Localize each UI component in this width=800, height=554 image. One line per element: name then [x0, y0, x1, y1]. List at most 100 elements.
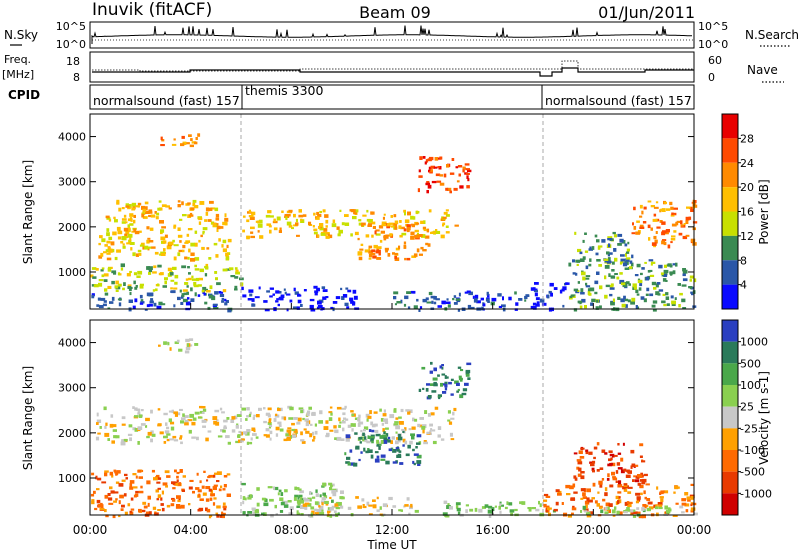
range-gate-cell	[204, 219, 208, 222]
range-gate-cell	[628, 486, 633, 489]
range-gate-cell	[647, 501, 653, 505]
range-gate-cell	[216, 480, 220, 483]
range-gate-cell	[393, 214, 397, 218]
range-gate-cell	[375, 433, 381, 437]
range-gate-cell	[156, 305, 162, 310]
range-gate-cell	[104, 292, 109, 296]
range-gate-cell	[572, 272, 576, 275]
range-gate-cell	[342, 412, 346, 416]
range-gate-cell	[384, 421, 389, 424]
range-gate-cell	[418, 175, 423, 178]
range-gate-cell	[402, 438, 406, 443]
range-gate-cell	[350, 462, 355, 466]
range-gate-cell	[221, 514, 225, 519]
range-gate-cell	[209, 200, 214, 204]
range-gate-cell	[418, 169, 421, 173]
range-gate-cell	[631, 232, 636, 235]
range-gate-cell	[370, 211, 373, 215]
range-gate-cell	[314, 423, 317, 427]
range-gate-cell	[559, 289, 563, 294]
range-gate-cell	[370, 252, 376, 256]
range-gate-cell	[201, 485, 205, 489]
range-gate-cell	[108, 219, 112, 222]
range-gate-cell	[274, 504, 277, 509]
range-gate-cell	[426, 301, 432, 304]
range-gate-cell	[636, 507, 640, 510]
range-gate-cell	[368, 513, 373, 516]
range-gate-cell	[588, 292, 592, 296]
range-gate-cell	[225, 252, 229, 257]
range-gate-cell	[124, 511, 128, 516]
range-gate-cell	[557, 493, 562, 496]
range-gate-cell	[599, 467, 604, 470]
range-gate-cell	[682, 268, 686, 272]
range-gate-cell	[249, 441, 253, 445]
range-gate-cell	[374, 230, 377, 235]
range-gate-cell	[223, 426, 227, 430]
range-gate-cell	[329, 514, 333, 518]
range-gate-cell	[637, 511, 641, 515]
range-gate-cell	[157, 264, 162, 268]
range-gate-cell	[682, 307, 687, 309]
colorbar-tick-label: 28	[740, 132, 754, 145]
range-gate-cell	[532, 302, 536, 306]
range-gate-cell	[617, 443, 620, 446]
range-gate-cell	[418, 308, 421, 312]
range-gate-cell	[146, 266, 150, 270]
range-gate-cell	[426, 383, 430, 386]
range-gate-cell	[215, 254, 219, 258]
range-gate-cell	[250, 231, 254, 234]
range-gate-cell	[657, 293, 661, 296]
y-tick-label: 4000	[58, 337, 86, 350]
range-gate-cell	[104, 425, 107, 429]
range-gate-cell	[410, 231, 415, 236]
range-gate-cell	[202, 492, 207, 496]
range-gate-cell	[476, 300, 481, 304]
range-gate-cell	[435, 298, 440, 301]
range-gate-cell	[141, 509, 146, 513]
range-gate-cell	[541, 302, 547, 306]
range-gate-cell	[113, 272, 117, 275]
range-gate-cell	[514, 508, 518, 512]
range-gate-cell	[130, 218, 133, 222]
range-gate-cell	[510, 512, 513, 516]
range-gate-cell	[584, 232, 587, 235]
range-gate-cell	[186, 233, 190, 237]
range-gate-cell	[193, 205, 199, 209]
range-gate-cell	[116, 470, 121, 474]
range-gate-cell	[170, 421, 175, 425]
range-gate-cell	[207, 476, 211, 479]
range-gate-cell	[615, 495, 619, 500]
range-gate-cell	[389, 414, 395, 419]
range-gate-cell	[603, 258, 609, 261]
range-gate-cell	[651, 281, 657, 286]
range-gate-cell	[173, 304, 176, 308]
range-gate-cell	[419, 424, 422, 428]
range-gate-cell	[379, 435, 385, 439]
range-gate-cell	[123, 282, 126, 286]
range-gate-cell	[181, 201, 184, 206]
range-gate-cell	[123, 439, 128, 442]
range-gate-cell	[188, 134, 192, 137]
range-gate-cell	[303, 428, 307, 431]
range-gate-cell	[363, 447, 366, 452]
range-gate-cell	[270, 215, 274, 218]
range-gate-cell	[332, 301, 338, 304]
range-gate-cell	[442, 222, 446, 226]
range-gate-cell	[441, 364, 444, 367]
range-gate-cell	[226, 417, 230, 420]
range-gate-cell	[147, 502, 150, 507]
range-gate-cell	[434, 157, 439, 161]
range-gate-cell	[137, 441, 140, 445]
range-gate-cell	[312, 439, 315, 442]
range-gate-cell	[173, 256, 177, 261]
range-gate-cell	[605, 502, 610, 507]
range-gate-cell	[374, 429, 379, 433]
range-gate-cell	[129, 270, 132, 273]
range-gate-cell	[153, 302, 157, 307]
range-gate-cell	[106, 217, 111, 220]
range-gate-cell	[179, 289, 182, 293]
range-gate-cell	[654, 239, 658, 244]
range-gate-cell	[444, 383, 448, 388]
range-gate-cell	[392, 252, 395, 255]
